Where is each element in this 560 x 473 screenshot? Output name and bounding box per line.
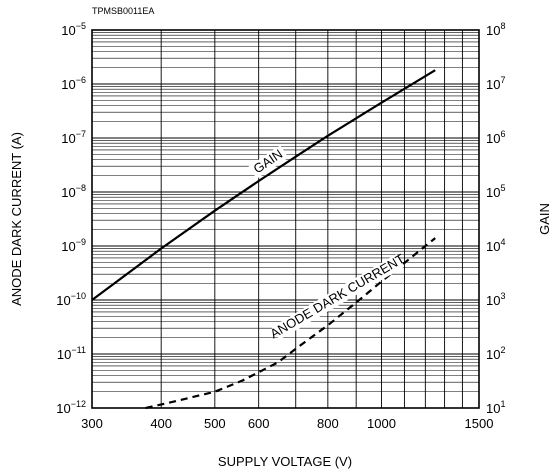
y-tick-label-right: 101 — [486, 399, 505, 416]
y-axis-title-right: GAIN — [537, 203, 552, 235]
y-tick-label-left: 10−7 — [61, 129, 86, 146]
y-axis-title-left: ANODE DARK CURRENT (A) — [9, 132, 24, 306]
y-tick-label-right: 103 — [486, 291, 505, 308]
y-tick-label-left: 10−11 — [57, 345, 86, 362]
y-tick-label-right: 107 — [486, 75, 505, 92]
x-tick-label: 1500 — [465, 416, 494, 431]
x-tick-label: 1000 — [367, 416, 396, 431]
x-tick-label: 300 — [81, 416, 103, 431]
y-tick-label-left: 10−8 — [61, 183, 86, 200]
y-tick-label-right: 102 — [486, 345, 505, 362]
series-line-anode-dark-current — [145, 237, 436, 410]
series-label: ANODE DARK CURRENT — [267, 251, 407, 341]
x-tick-label: 800 — [317, 416, 339, 431]
x-tick-label: 600 — [248, 416, 270, 431]
figure-code: TPMSB0011EA — [92, 6, 154, 16]
y-tick-label-left: 10−10 — [56, 291, 86, 308]
y-tick-label-left: 10−6 — [61, 75, 86, 92]
grid — [91, 30, 480, 409]
plot-frame — [91, 29, 480, 409]
y-tick-label-right: 106 — [486, 129, 505, 146]
x-tick-label: 500 — [204, 416, 226, 431]
y-tick-label-right: 104 — [486, 237, 505, 254]
y-tick-label-right: 105 — [486, 183, 505, 200]
x-tick-label: 400 — [150, 416, 172, 431]
y-tick-label-left: 10−12 — [56, 399, 86, 416]
series-line-gain — [91, 69, 436, 301]
series-label-background — [271, 253, 405, 341]
y-tick-label-right: 108 — [486, 21, 505, 38]
y-tick-label-left: 10−9 — [61, 237, 86, 254]
axis-ticks: 300 400 500 600 800 1000 1500 10−5 10−6 10−7 10−8 1… — [56, 21, 505, 431]
x-axis-title: SUPPLY VOLTAGE (V) — [218, 454, 352, 469]
y-tick-label-left: 10−5 — [61, 21, 86, 38]
series-label-background — [248, 145, 289, 180]
